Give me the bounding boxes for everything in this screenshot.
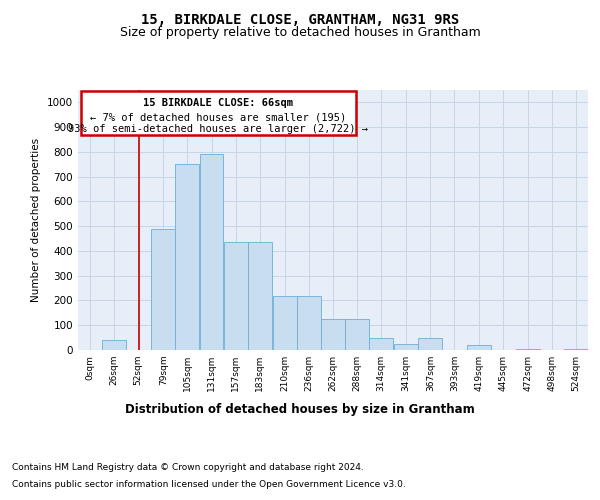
- Text: 15 BIRKDALE CLOSE: 66sqm: 15 BIRKDALE CLOSE: 66sqm: [143, 98, 293, 108]
- Text: Contains HM Land Registry data © Crown copyright and database right 2024.: Contains HM Land Registry data © Crown c…: [12, 464, 364, 472]
- Bar: [102, 340, 126, 350]
- Text: Size of property relative to detached houses in Grantham: Size of property relative to detached ho…: [119, 26, 481, 39]
- Bar: [224, 242, 248, 350]
- Text: ← 7% of detached houses are smaller (195): ← 7% of detached houses are smaller (195…: [90, 112, 346, 122]
- Bar: [200, 154, 223, 350]
- Bar: [248, 242, 272, 350]
- Bar: [273, 296, 297, 350]
- Text: 15, BIRKDALE CLOSE, GRANTHAM, NG31 9RS: 15, BIRKDALE CLOSE, GRANTHAM, NG31 9RS: [141, 12, 459, 26]
- Bar: [345, 319, 369, 350]
- Text: 93% of semi-detached houses are larger (2,722) →: 93% of semi-detached houses are larger (…: [68, 124, 368, 134]
- Bar: [418, 338, 442, 350]
- Text: Contains public sector information licensed under the Open Government Licence v3: Contains public sector information licen…: [12, 480, 406, 489]
- Bar: [321, 319, 345, 350]
- Bar: [394, 344, 418, 350]
- Bar: [297, 296, 321, 350]
- Bar: [516, 349, 539, 350]
- Bar: [369, 338, 393, 350]
- Bar: [175, 164, 199, 350]
- Bar: [151, 228, 175, 350]
- Bar: [80, 92, 356, 136]
- Bar: [467, 345, 491, 350]
- Text: Distribution of detached houses by size in Grantham: Distribution of detached houses by size …: [125, 402, 475, 415]
- Bar: [564, 349, 588, 350]
- Y-axis label: Number of detached properties: Number of detached properties: [31, 138, 41, 302]
